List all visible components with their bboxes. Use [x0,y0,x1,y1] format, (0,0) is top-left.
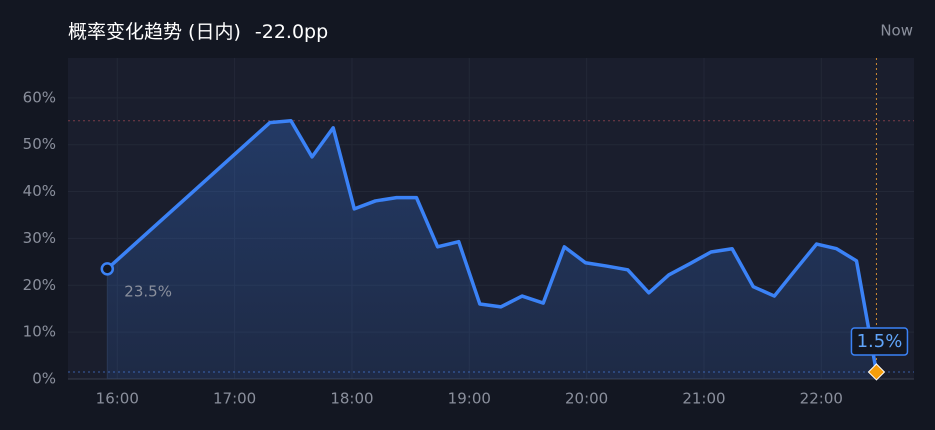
value-label: 1.5% [857,331,903,352]
y-tick-label: 40% [23,182,56,200]
now-label: Now [880,22,913,40]
y-tick-label: 60% [23,88,56,106]
line [106,119,879,373]
x-tick-label: 22:00 [800,390,843,408]
y-tick-label: 10% [23,323,56,341]
header: 概率变化趋势 (日内) -22.0pp [68,21,328,43]
x-tick-label: 17:00 [213,390,256,408]
start-point [100,262,115,276]
y-tick-label: 30% [23,229,56,247]
value-label: 23.5% [124,282,172,300]
area [107,120,877,379]
x-tick-label: 18:00 [330,390,373,408]
x-tick-label: 19:00 [448,390,491,408]
subtitle: -22.0pp [255,21,328,43]
x-tick-label: 16:00 [96,390,139,408]
y-tick-label: 50% [23,135,56,153]
y-tick-label: 20% [23,276,56,294]
y-tick-label: 0% [32,370,56,388]
chart-title: 概率变化趋势 (日内) [68,21,241,43]
x-tick-label: 21:00 [682,390,725,408]
x-tick-label: 20:00 [565,390,608,408]
value-label-box [850,327,909,356]
end-point [867,363,886,381]
